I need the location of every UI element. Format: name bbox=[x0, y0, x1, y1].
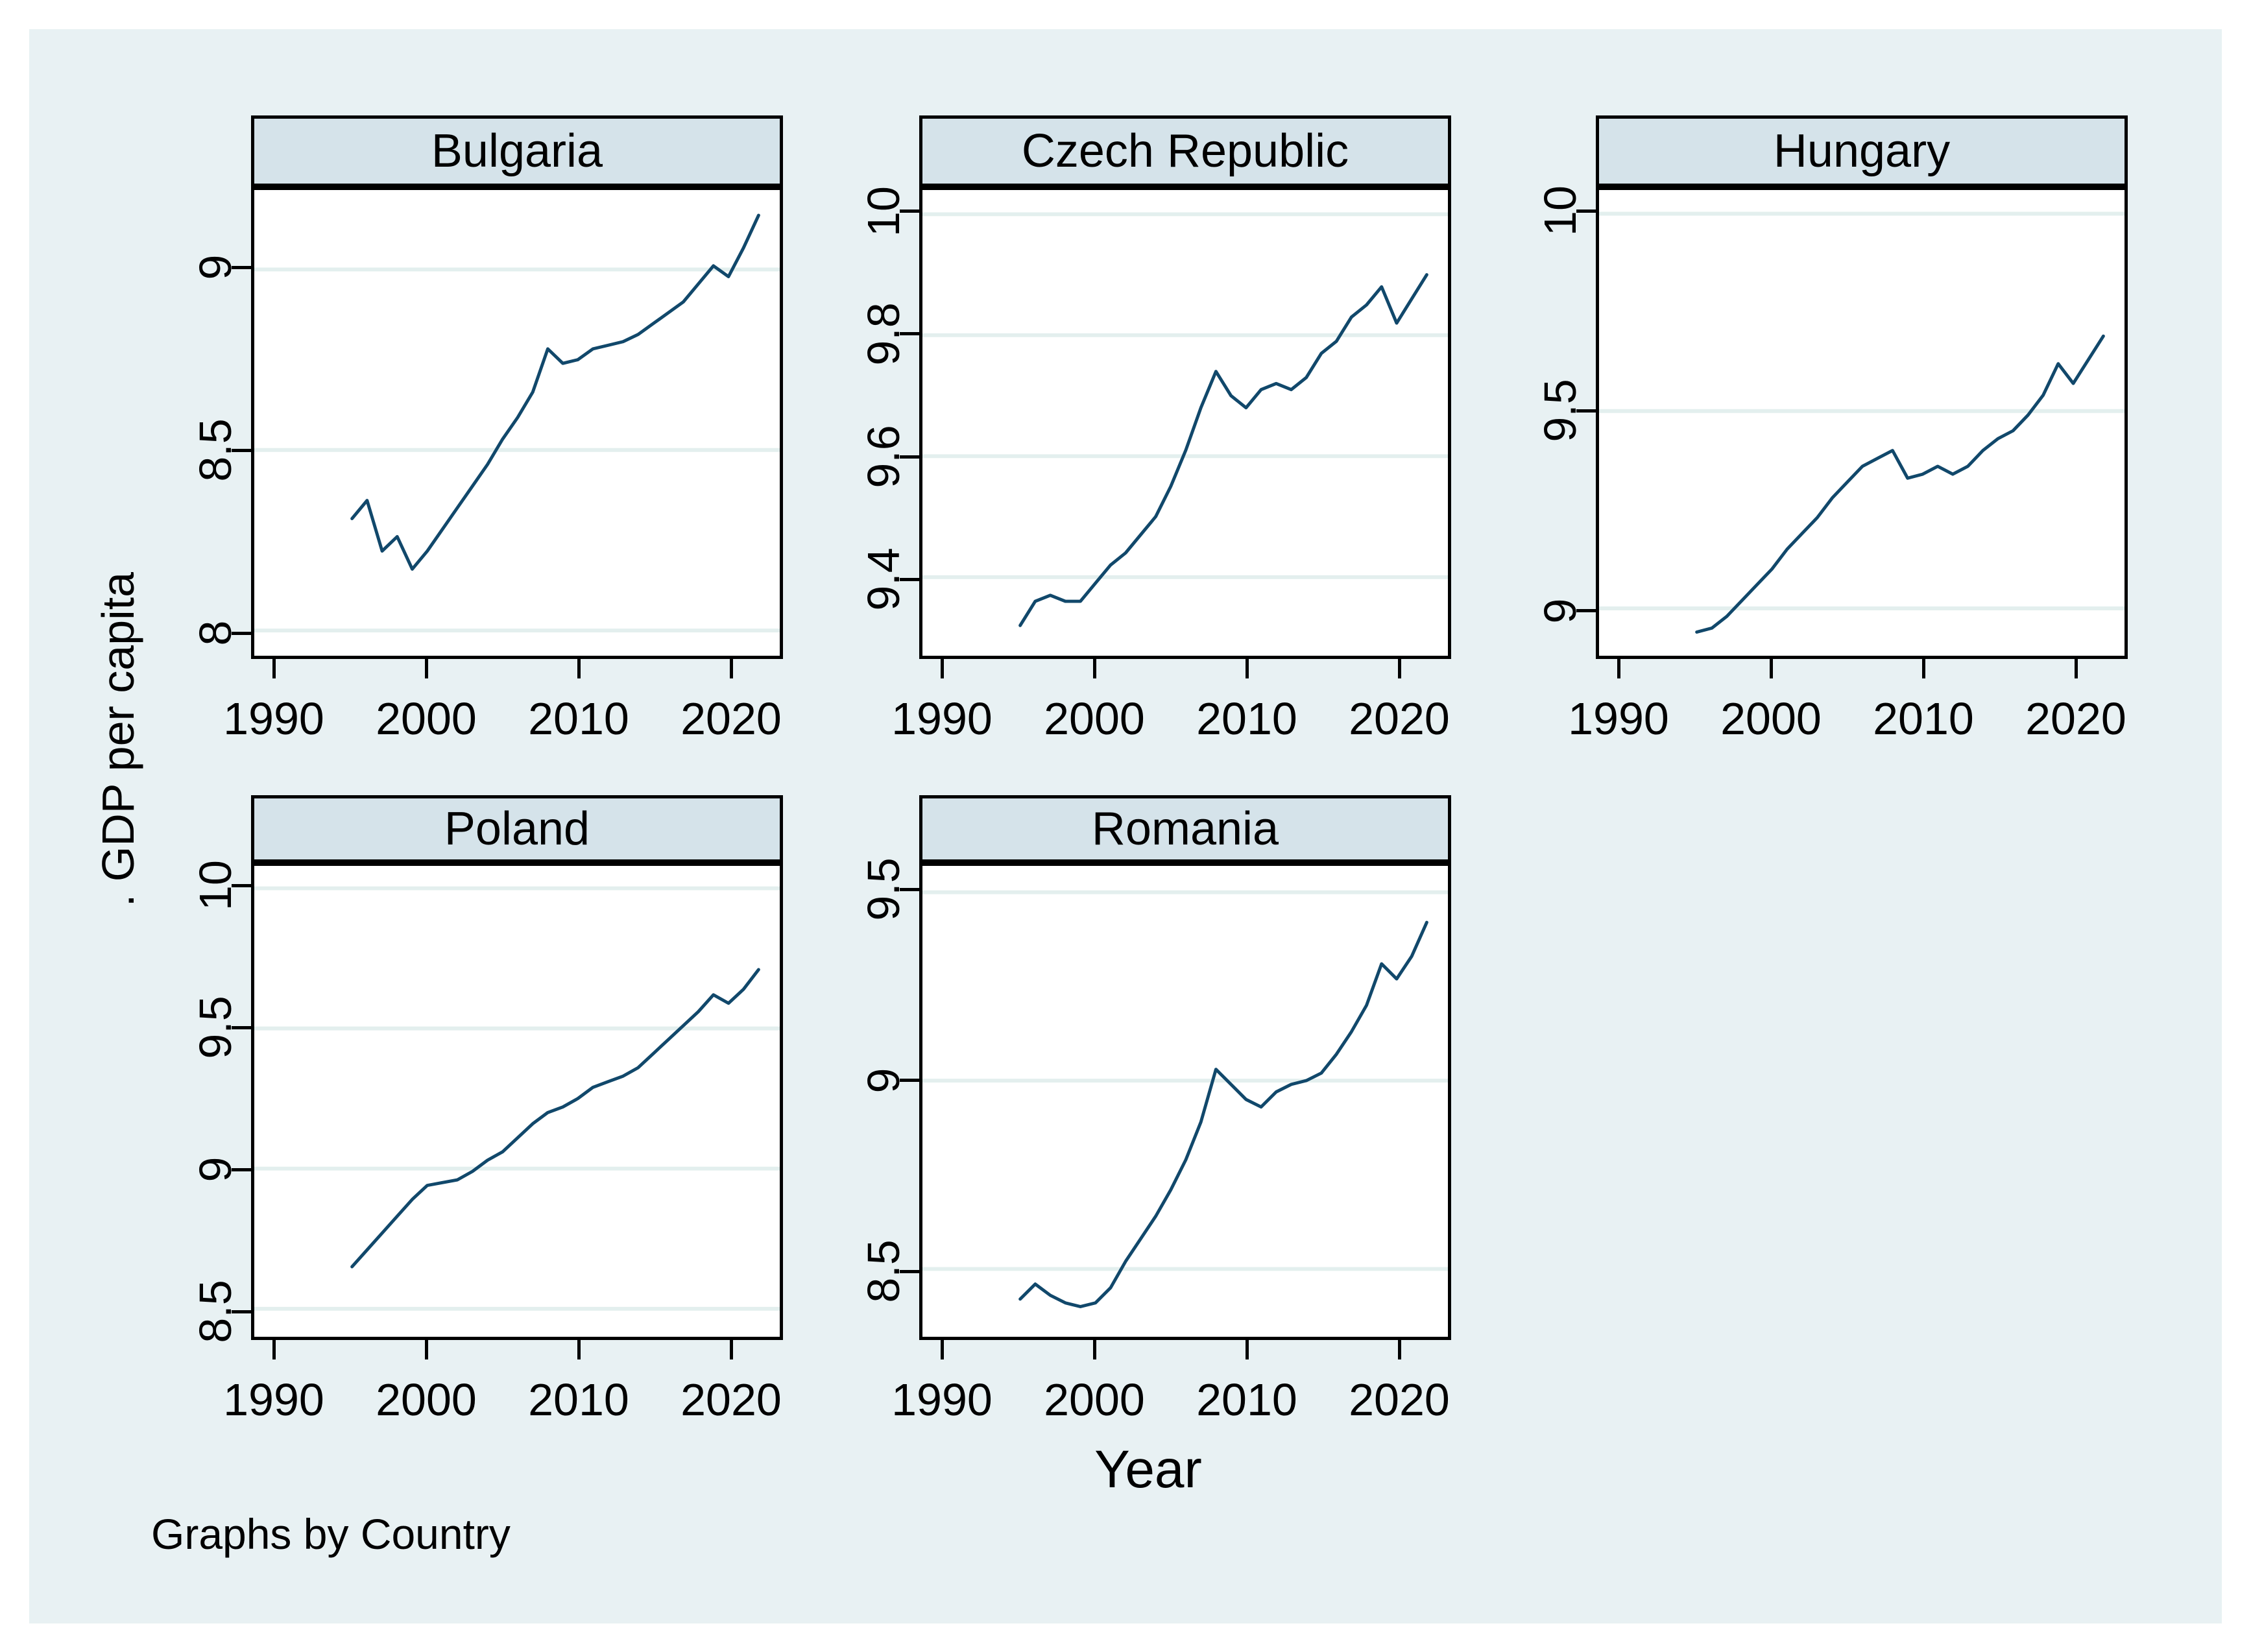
y-tick-mark bbox=[232, 883, 251, 887]
y-tick-label: 9.5 bbox=[190, 996, 241, 1059]
y-tick-mark bbox=[1576, 609, 1596, 613]
x-tick-label: 2010 bbox=[1196, 693, 1297, 744]
x-tick-mark bbox=[729, 1340, 733, 1359]
panel-header: Czech Republic bbox=[919, 115, 1451, 187]
x-tick-mark bbox=[272, 1340, 276, 1359]
y-tick-label: 9 bbox=[190, 254, 241, 280]
x-tick-label: 2000 bbox=[1044, 693, 1145, 744]
y-tick-mark bbox=[900, 455, 919, 459]
plot-area bbox=[919, 187, 1451, 659]
panel-header: Romania bbox=[919, 795, 1451, 863]
y-tick-mark bbox=[232, 631, 251, 635]
y-tick-label: 9 bbox=[190, 1156, 241, 1182]
x-tick-mark bbox=[1769, 659, 1773, 678]
by-note: Graphs by Country bbox=[151, 1510, 511, 1558]
x-tick-mark bbox=[577, 659, 581, 678]
y-tick-mark bbox=[900, 209, 919, 213]
x-tick-mark bbox=[1245, 1340, 1249, 1359]
y-axis-title: . GDP per capita bbox=[93, 571, 143, 907]
x-tick-label: 2010 bbox=[528, 1374, 629, 1425]
line-chart bbox=[254, 886, 780, 1311]
y-tick-mark bbox=[232, 448, 251, 452]
line-chart bbox=[922, 890, 1448, 1309]
x-tick-label: 1990 bbox=[891, 1374, 993, 1425]
line-chart bbox=[254, 213, 780, 632]
y-tick-mark bbox=[1576, 209, 1596, 213]
y-tick-mark bbox=[232, 1167, 251, 1171]
y-tick-mark bbox=[900, 887, 919, 891]
y-tick-label: 10 bbox=[1535, 186, 1585, 236]
line-chart bbox=[1599, 211, 2125, 634]
x-tick-mark bbox=[272, 659, 276, 678]
x-tick-label: 2000 bbox=[376, 693, 477, 744]
x-tick-label: 2020 bbox=[680, 1374, 782, 1425]
x-axis-title: Year bbox=[1094, 1440, 1202, 1499]
series-line bbox=[350, 213, 760, 571]
x-tick-label: 2020 bbox=[1349, 1374, 1450, 1425]
x-tick-mark bbox=[1617, 659, 1620, 678]
x-tick-mark bbox=[940, 1340, 944, 1359]
y-tick-label: 9 bbox=[1535, 598, 1585, 624]
y-tick-label: 9.5 bbox=[1535, 379, 1585, 443]
x-tick-mark bbox=[2074, 659, 2078, 678]
x-tick-mark bbox=[424, 659, 428, 678]
y-tick-label: 8.5 bbox=[190, 418, 241, 482]
x-tick-mark bbox=[1397, 1340, 1401, 1359]
x-tick-label: 2010 bbox=[528, 693, 629, 744]
series-line bbox=[1695, 334, 2105, 634]
y-tick-mark bbox=[232, 1310, 251, 1313]
y-tick-mark bbox=[232, 1025, 251, 1029]
x-tick-label: 1990 bbox=[223, 1374, 324, 1425]
y-tick-mark bbox=[900, 577, 919, 581]
x-tick-label: 1990 bbox=[891, 693, 993, 744]
series-line bbox=[1018, 920, 1428, 1309]
x-tick-label: 2000 bbox=[1720, 693, 1822, 744]
x-tick-mark bbox=[1245, 659, 1249, 678]
y-tick-label: 10 bbox=[190, 860, 241, 911]
y-tick-label: 8.5 bbox=[858, 1239, 909, 1303]
x-tick-label: 2010 bbox=[1873, 693, 1974, 744]
line-chart bbox=[922, 212, 1448, 627]
plot-area bbox=[251, 863, 783, 1340]
x-tick-mark bbox=[1921, 659, 1925, 678]
y-tick-label: 8.5 bbox=[190, 1280, 241, 1343]
series-line bbox=[1018, 273, 1428, 627]
x-tick-mark bbox=[729, 659, 733, 678]
plot-area bbox=[919, 863, 1451, 1340]
y-tick-mark bbox=[900, 332, 919, 336]
y-tick-label: 10 bbox=[858, 186, 909, 237]
y-tick-mark bbox=[900, 1079, 919, 1083]
x-tick-label: 1990 bbox=[223, 693, 324, 744]
y-tick-label: 8 bbox=[190, 621, 241, 646]
panel-header: Bulgaria bbox=[251, 115, 783, 187]
y-tick-label: 9 bbox=[858, 1068, 909, 1094]
x-tick-mark bbox=[577, 1340, 581, 1359]
x-tick-mark bbox=[1092, 1340, 1096, 1359]
x-tick-mark bbox=[424, 1340, 428, 1359]
x-tick-label: 2020 bbox=[2025, 693, 2126, 744]
x-tick-mark bbox=[1092, 659, 1096, 678]
x-tick-label: 2010 bbox=[1196, 1374, 1297, 1425]
x-tick-label: 2020 bbox=[680, 693, 782, 744]
panel-header: Hungary bbox=[1596, 115, 2128, 187]
x-tick-label: 2000 bbox=[376, 1374, 477, 1425]
plot-area bbox=[1596, 187, 2128, 659]
y-tick-mark bbox=[900, 1269, 919, 1273]
x-tick-label: 2020 bbox=[1349, 693, 1450, 744]
x-tick-label: 1990 bbox=[1568, 693, 1669, 744]
x-tick-mark bbox=[1397, 659, 1401, 678]
y-tick-mark bbox=[1576, 409, 1596, 413]
plot-area bbox=[251, 187, 783, 659]
y-tick-label: 9.5 bbox=[858, 857, 909, 921]
x-tick-label: 2000 bbox=[1044, 1374, 1145, 1425]
x-tick-mark bbox=[940, 659, 944, 678]
panel-header: Poland bbox=[251, 795, 783, 863]
series-line bbox=[350, 968, 760, 1269]
y-tick-mark bbox=[232, 265, 251, 269]
